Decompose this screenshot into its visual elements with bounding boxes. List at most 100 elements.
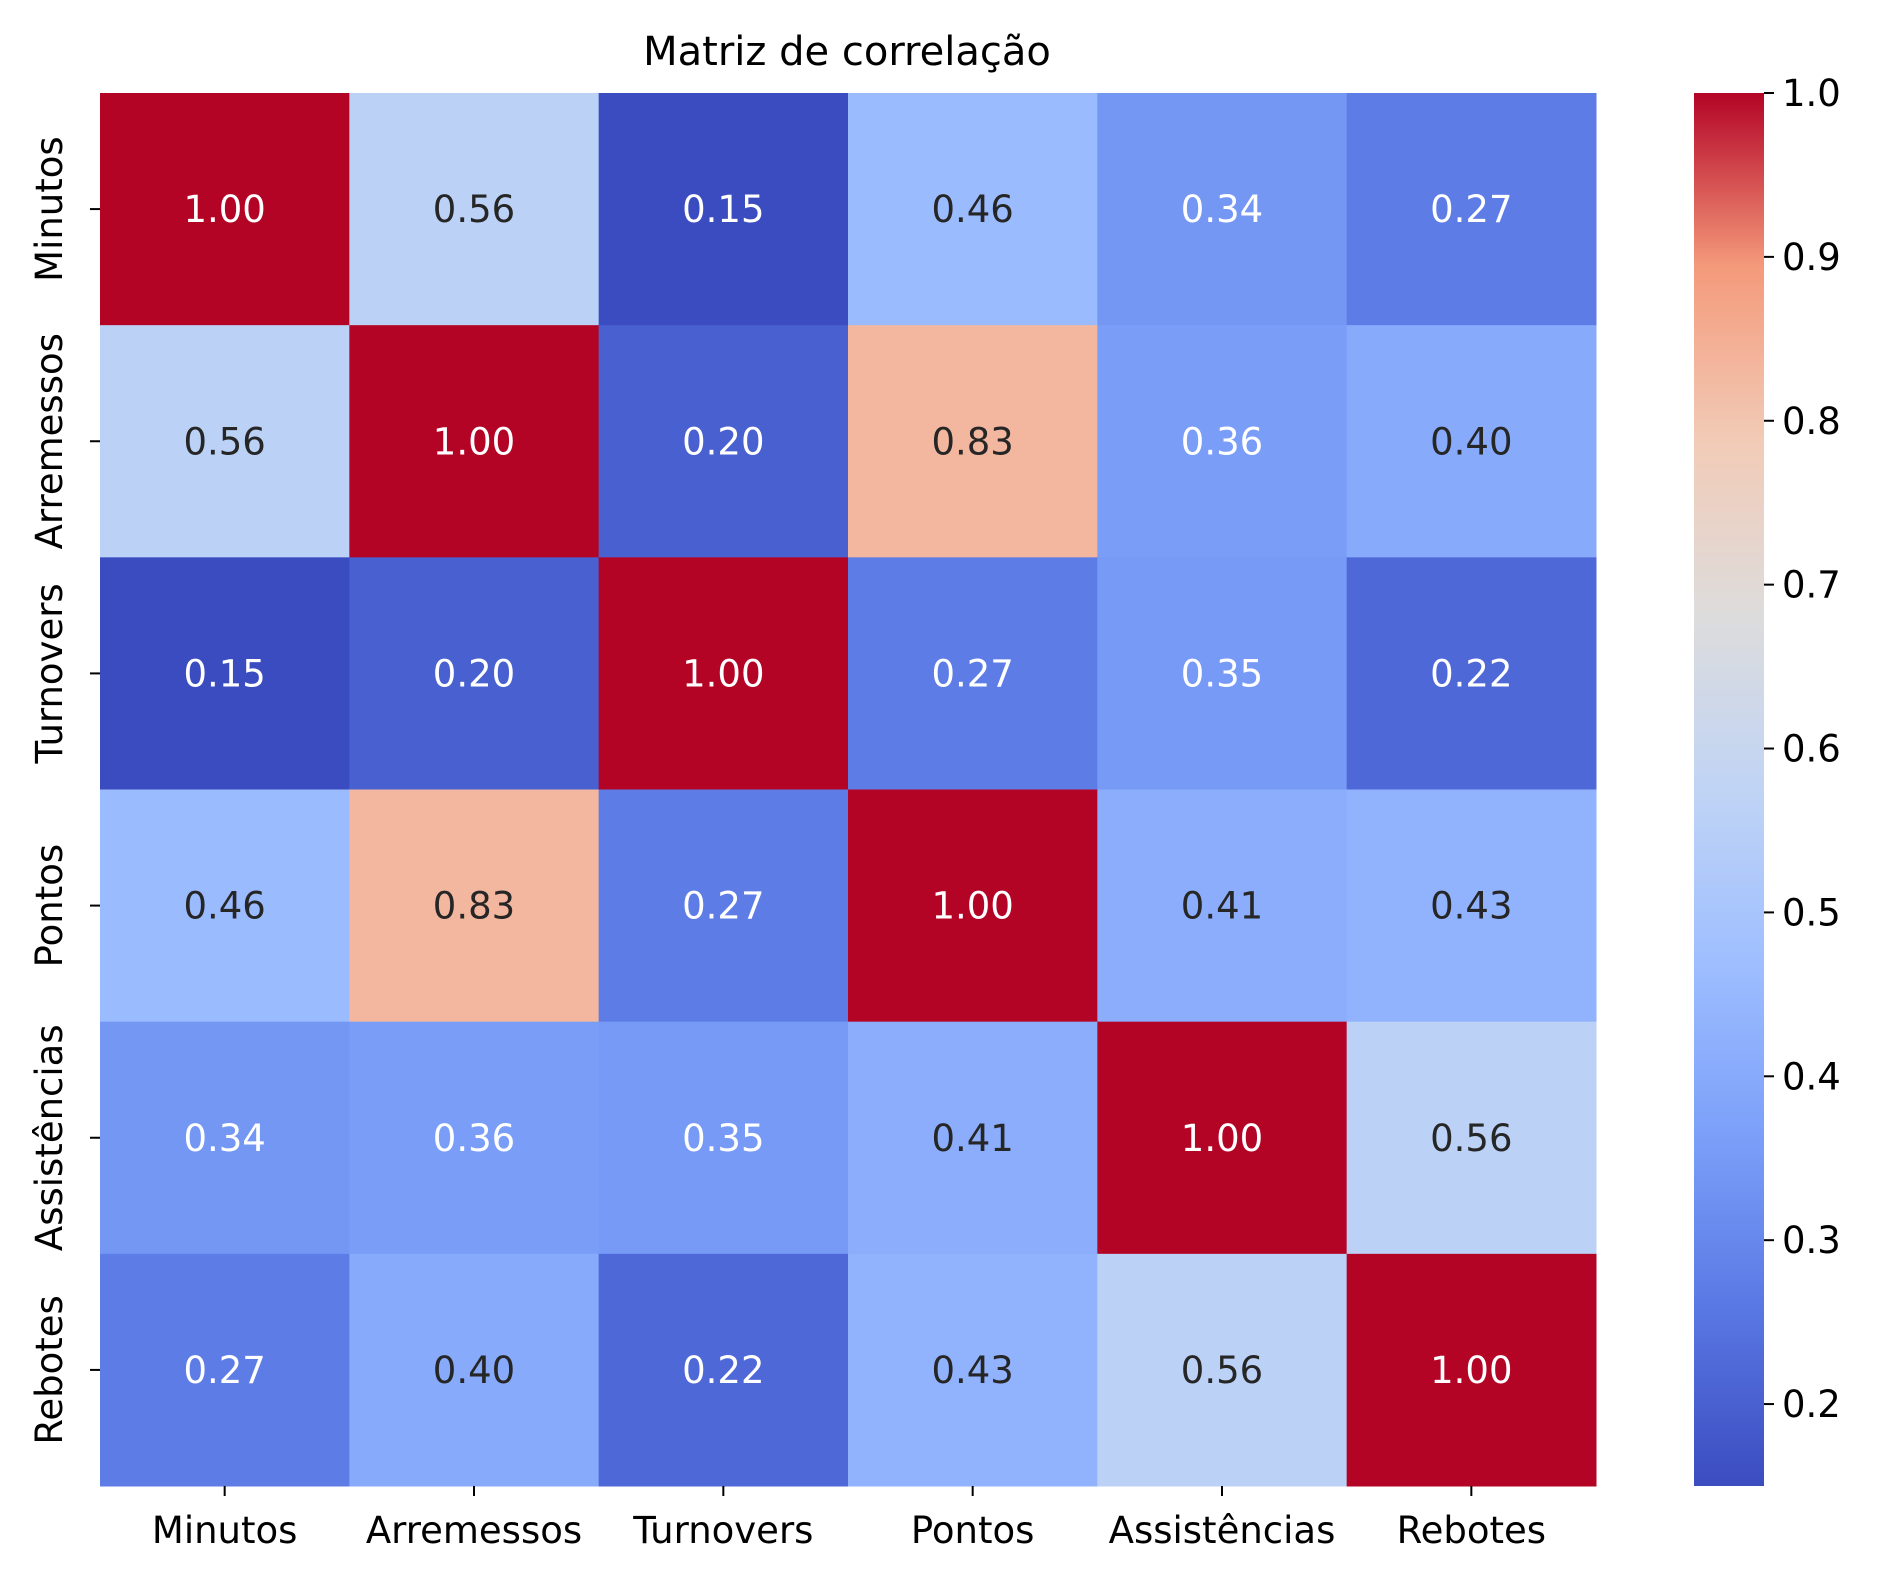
y-tick-label: Rebotes (28, 1295, 71, 1444)
cell-value-label: 0.56 (1181, 1349, 1263, 1392)
cell-value-label: 0.27 (183, 1349, 265, 1392)
x-tick-label: Minutos (152, 1509, 298, 1552)
colorbar-gradient (1694, 93, 1764, 1486)
cell-value-label: 1.00 (183, 188, 265, 231)
colorbar-tick-label: 0.3 (1782, 1219, 1841, 1262)
cell-value-label: 0.34 (183, 1117, 265, 1160)
x-tick-label: Pontos (911, 1509, 1035, 1552)
cell-value-label: 0.36 (433, 1117, 515, 1160)
cell-value-label: 0.46 (183, 885, 265, 928)
heatmap-cell (848, 325, 1098, 558)
cell-value-label: 0.56 (433, 188, 515, 231)
cell-value-label: 0.43 (931, 1349, 1013, 1392)
x-tick-label: Arremessos (366, 1509, 582, 1552)
cell-value-label: 0.27 (931, 652, 1013, 695)
cell-value-label: 0.41 (931, 1117, 1013, 1160)
cell-value-label: 0.83 (931, 420, 1013, 463)
heatmap-cell (349, 557, 600, 790)
heatmap-cell (349, 1021, 600, 1255)
heatmap-cell (848, 557, 1098, 790)
colorbar: 0.2 0.3 0.4 0.5 0.6 0.7 0.8 0.9 1.0 (1694, 72, 1841, 1486)
colorbar-tick-label: 0.4 (1782, 1055, 1841, 1098)
cell-value-label: 0.22 (682, 1349, 764, 1392)
heatmap-cell (598, 325, 849, 558)
x-tick-label: Turnovers (632, 1509, 813, 1552)
cell-value-label: 0.46 (931, 188, 1013, 231)
cell-value-label: 0.27 (1430, 188, 1512, 231)
y-axis: Minutos Arremessos Turnovers Pontos Assistên… (28, 136, 100, 1445)
heatmap-cell (100, 325, 350, 558)
heatmap-cell (100, 1253, 350, 1487)
x-tick-label: Assistências (1109, 1509, 1336, 1552)
cell-value-label: 0.40 (1430, 420, 1512, 463)
colorbar-tick-label: 0.8 (1782, 400, 1841, 443)
colorbar-tick-label: 0.9 (1782, 236, 1841, 279)
heatmap-cell (1346, 557, 1597, 790)
colorbar-tick-label: 0.6 (1782, 728, 1841, 771)
heatmap-cell (848, 1253, 1098, 1487)
heatmap-cell (598, 93, 849, 326)
colorbar-tick-label: 1.0 (1782, 72, 1841, 115)
x-tick-label: Rebotes (1397, 1509, 1546, 1552)
heatmap-cell (598, 1021, 849, 1255)
heatmap-cell (100, 789, 350, 1023)
heatmap-cell (1097, 325, 1348, 558)
cell-value-label: 0.35 (1181, 652, 1263, 695)
heatmap-cell (598, 1253, 849, 1487)
cell-value-label: 0.15 (183, 652, 265, 695)
heatmap-cell (1346, 1021, 1597, 1255)
heatmap-cell (848, 93, 1098, 326)
heatmap-cell (1097, 557, 1348, 790)
heatmap-cell (598, 789, 849, 1023)
heatmap-cell (100, 1021, 350, 1255)
heatmap-cell (349, 789, 600, 1023)
cell-value-label: 0.35 (682, 1117, 764, 1160)
cell-value-label: 1.00 (1430, 1349, 1512, 1392)
cell-value-label: 1.00 (682, 652, 764, 695)
heatmap-cell (1097, 789, 1348, 1023)
cell-value-label: 0.34 (1181, 188, 1263, 231)
heatmap-cell (100, 93, 350, 326)
heatmap-cell (1346, 1253, 1597, 1487)
cell-value-label: 0.20 (682, 420, 764, 463)
cell-value-label: 0.41 (1181, 885, 1263, 928)
y-tick-label: Turnovers (28, 583, 71, 764)
y-tick-label: Minutos (28, 136, 71, 282)
heatmap-cells: 1.00 0.56 0.15 0.46 0.34 0.27 0.56 1.00 0.20 0.83… (100, 93, 1597, 1487)
heatmap-cell (1346, 325, 1597, 558)
cell-value-label: 1.00 (931, 885, 1013, 928)
y-tick-label: Arremessos (28, 333, 71, 549)
chart-title: Matriz de correlação (643, 29, 1051, 75)
y-tick-label: Assistências (28, 1024, 71, 1251)
cell-value-label: 1.00 (1181, 1117, 1263, 1160)
cell-value-label: 0.36 (1181, 420, 1263, 463)
cell-value-label: 0.27 (682, 885, 764, 928)
cell-value-label: 0.15 (682, 188, 764, 231)
cell-value-label: 1.00 (433, 420, 515, 463)
y-tick-label: Pontos (28, 844, 71, 968)
cell-value-label: 0.20 (433, 652, 515, 695)
heatmap-cell (598, 557, 849, 790)
cell-value-label: 0.56 (1430, 1117, 1512, 1160)
heatmap-cell (349, 325, 600, 558)
heatmap-cell (349, 93, 600, 326)
heatmap-cell (848, 1021, 1098, 1255)
cell-value-label: 0.40 (433, 1349, 515, 1392)
heatmap-cell (1097, 1021, 1348, 1255)
heatmap-cell (1346, 93, 1597, 326)
x-axis: Minutos Arremessos Turnovers Pontos Assistên… (152, 1486, 1546, 1552)
heatmap-cell (1097, 93, 1348, 326)
heatmap-cell (100, 557, 350, 790)
cell-value-label: 0.83 (433, 885, 515, 928)
heatmap-cell (349, 1253, 600, 1487)
colorbar-tick-label: 0.2 (1782, 1383, 1841, 1426)
cell-value-label: 0.56 (183, 420, 265, 463)
heatmap-cell (1097, 1253, 1348, 1487)
colorbar-tick-label: 0.7 (1782, 564, 1841, 607)
colorbar-tick-label: 0.5 (1782, 891, 1841, 934)
heatmap-cell (848, 789, 1098, 1023)
cell-value-label: 0.22 (1430, 652, 1512, 695)
cell-value-label: 0.43 (1430, 885, 1512, 928)
heatmap-cell (1346, 789, 1597, 1023)
